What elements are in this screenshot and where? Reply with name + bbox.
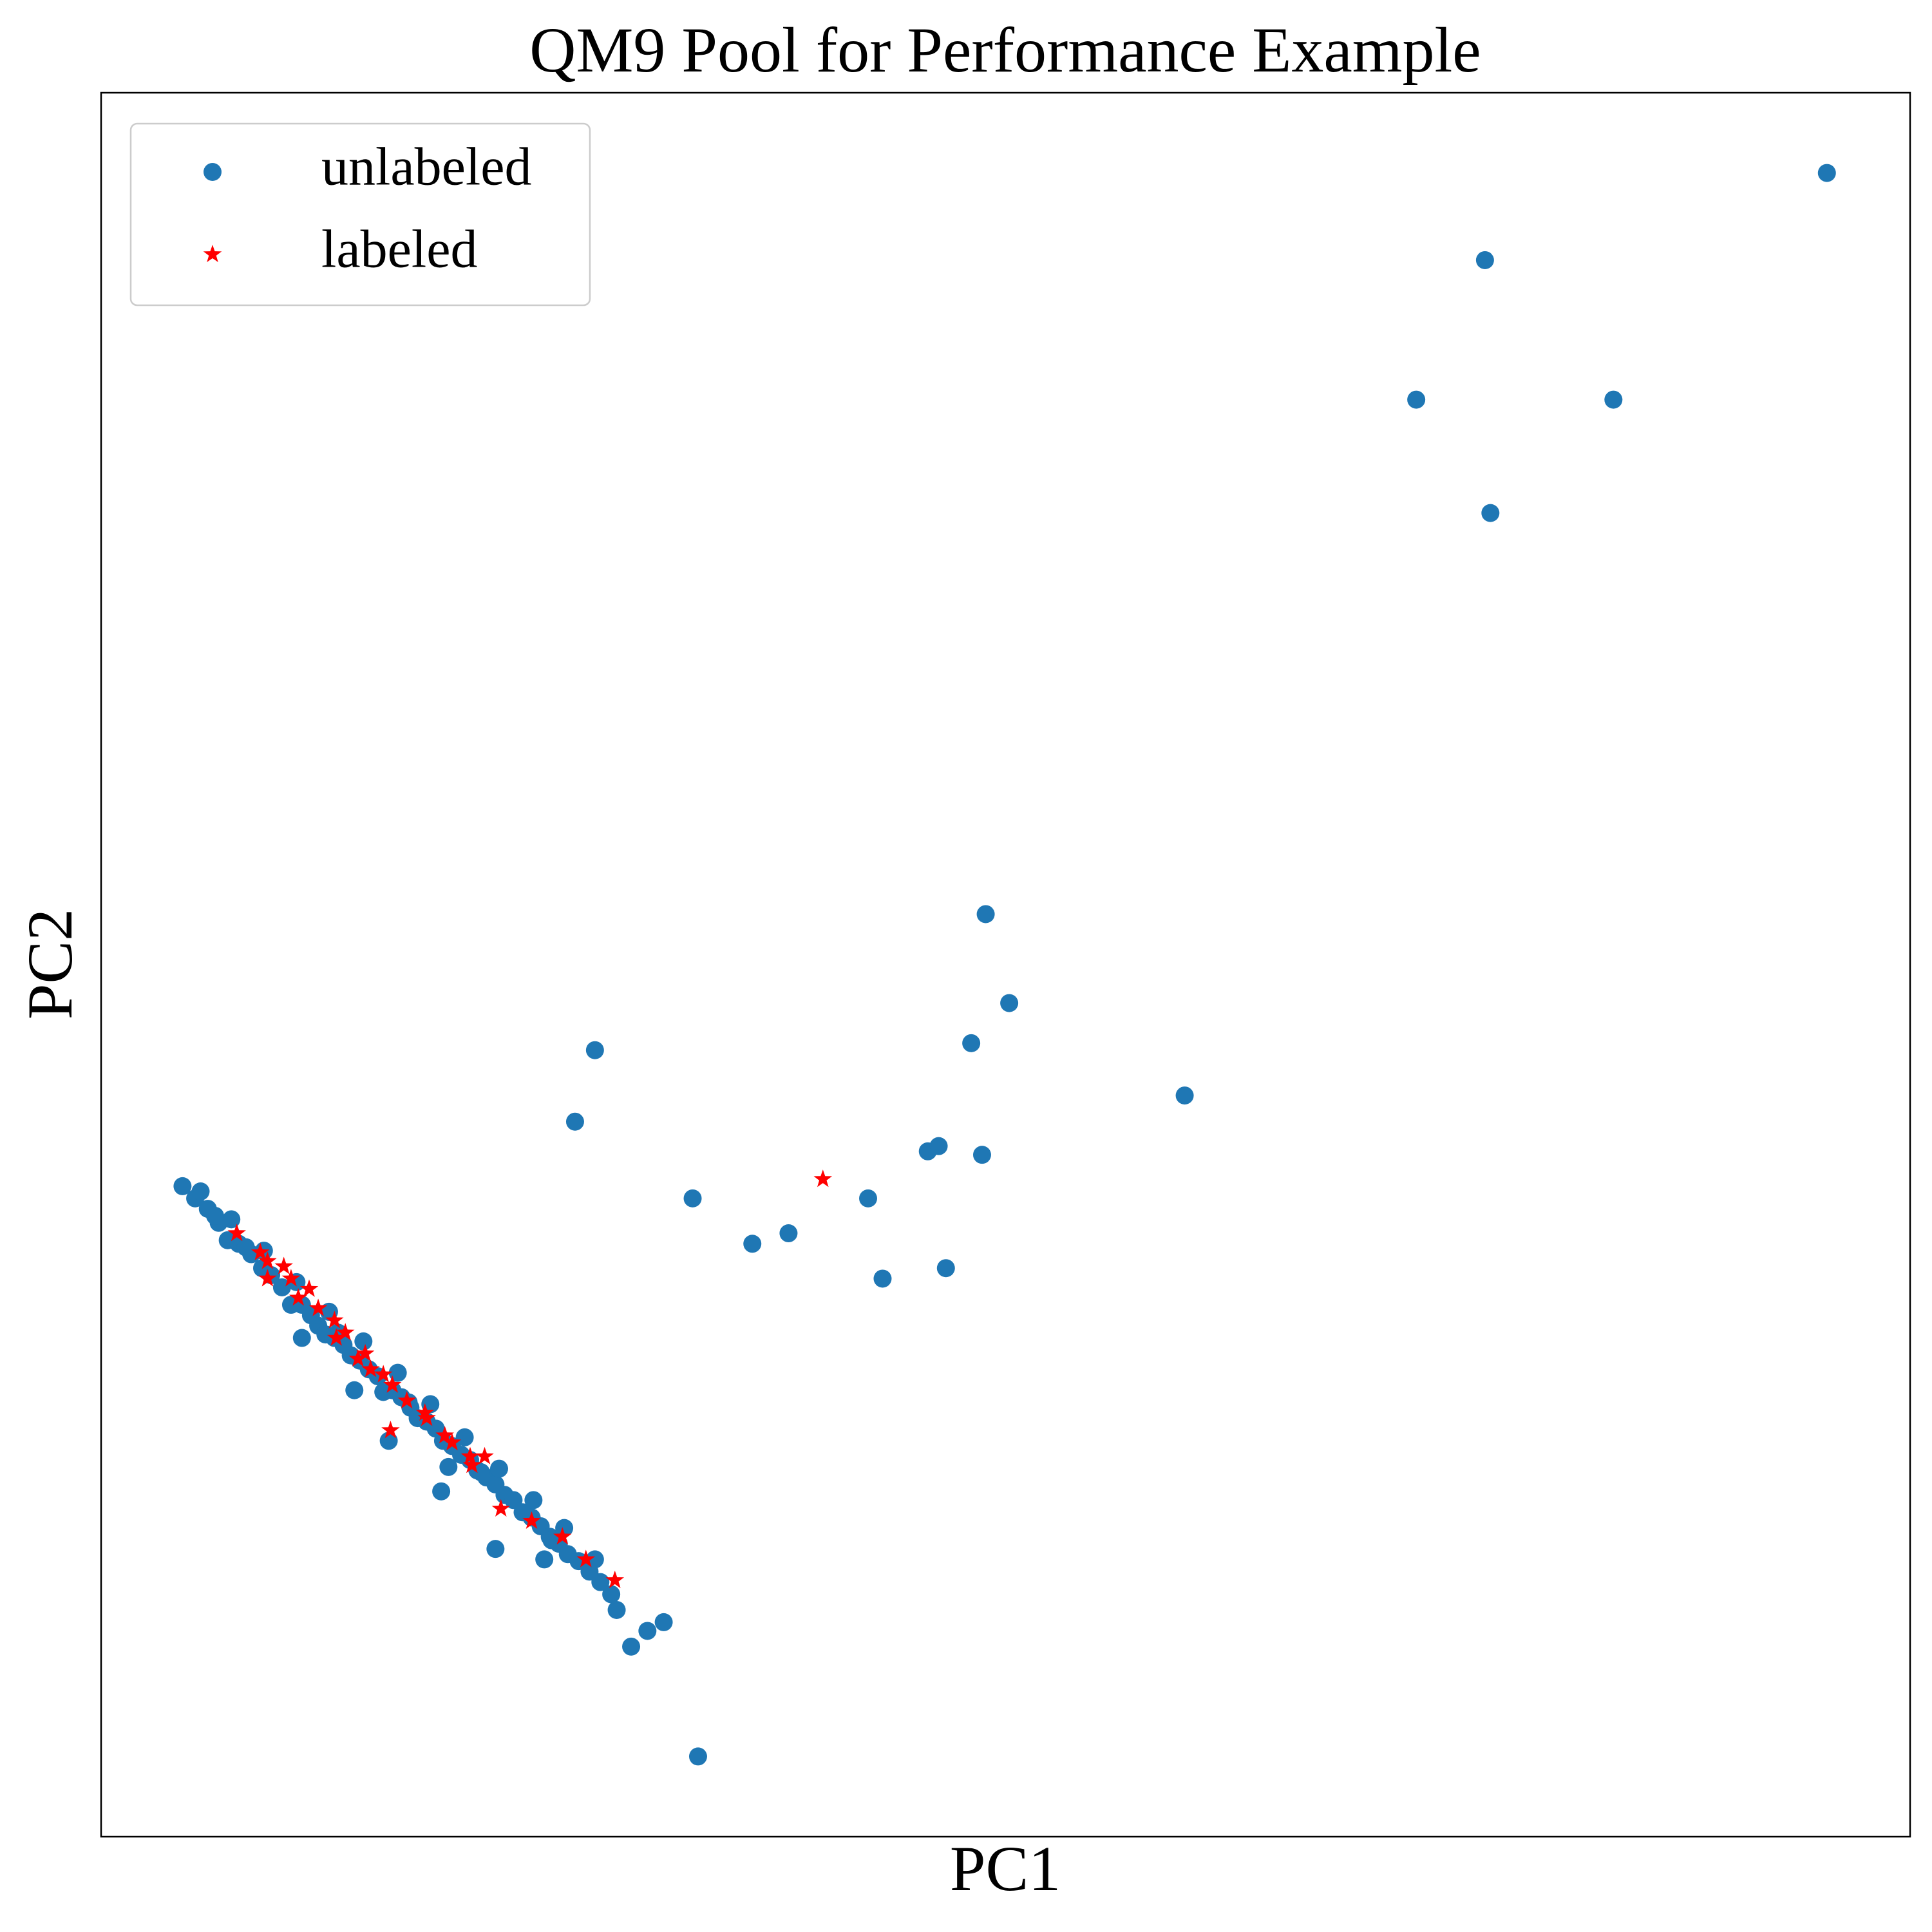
star-marker bbox=[417, 1408, 436, 1426]
point bbox=[591, 1573, 610, 1591]
legend-label: labeled bbox=[321, 219, 478, 279]
point bbox=[972, 1146, 991, 1164]
star-marker bbox=[475, 1446, 494, 1464]
x-axis-label: PC1 bbox=[950, 1833, 1061, 1904]
legend-marker bbox=[204, 163, 222, 181]
point bbox=[173, 1177, 192, 1195]
plot-marks bbox=[173, 164, 1836, 1766]
point bbox=[929, 1137, 948, 1155]
point bbox=[859, 1189, 878, 1208]
plot-frame bbox=[100, 91, 1911, 1838]
star-marker bbox=[281, 1269, 301, 1287]
star-marker bbox=[605, 1570, 624, 1589]
point bbox=[236, 1238, 255, 1256]
point bbox=[779, 1224, 798, 1243]
star-marker bbox=[576, 1549, 596, 1567]
chart-title: QM9 Pool for Performance Example bbox=[529, 14, 1481, 86]
point bbox=[471, 1463, 490, 1482]
legend-label: unlabeled bbox=[321, 137, 532, 196]
point bbox=[1817, 164, 1836, 182]
legend-box bbox=[129, 122, 591, 307]
point bbox=[439, 1457, 458, 1476]
point bbox=[936, 1259, 955, 1278]
star-marker bbox=[415, 1403, 435, 1421]
star-marker bbox=[813, 1170, 833, 1188]
star-marker bbox=[361, 1359, 380, 1378]
point bbox=[638, 1622, 657, 1640]
point bbox=[873, 1269, 892, 1288]
point bbox=[455, 1428, 474, 1446]
point bbox=[379, 1432, 398, 1450]
star-marker bbox=[251, 1242, 270, 1260]
star-marker bbox=[355, 1343, 375, 1361]
star-marker bbox=[299, 1279, 319, 1297]
point bbox=[555, 1519, 574, 1537]
point bbox=[432, 1482, 451, 1501]
star-marker bbox=[522, 1511, 541, 1529]
point bbox=[1000, 994, 1019, 1012]
point bbox=[1407, 390, 1426, 409]
point bbox=[524, 1491, 543, 1510]
star-marker bbox=[227, 1224, 246, 1242]
point bbox=[654, 1613, 673, 1631]
point bbox=[743, 1235, 762, 1253]
point bbox=[191, 1182, 210, 1201]
point bbox=[688, 1747, 707, 1766]
point bbox=[489, 1459, 508, 1478]
point bbox=[354, 1332, 373, 1350]
star-marker bbox=[553, 1527, 572, 1545]
point bbox=[602, 1585, 621, 1604]
point bbox=[1604, 390, 1623, 409]
point bbox=[622, 1637, 641, 1656]
star-marker bbox=[435, 1426, 454, 1444]
point bbox=[535, 1550, 554, 1569]
star-marker bbox=[374, 1365, 393, 1383]
point bbox=[1175, 1086, 1194, 1105]
star-marker bbox=[308, 1298, 328, 1316]
star-marker bbox=[381, 1421, 400, 1439]
star-marker bbox=[442, 1433, 462, 1451]
star-marker bbox=[462, 1455, 482, 1473]
y-axis-label: PC2 bbox=[14, 909, 86, 1019]
star-marker bbox=[327, 1328, 346, 1346]
star-marker bbox=[348, 1349, 368, 1367]
point bbox=[962, 1034, 981, 1052]
point bbox=[222, 1210, 241, 1229]
legend-marker bbox=[203, 245, 222, 263]
star-marker bbox=[383, 1375, 402, 1393]
point bbox=[683, 1189, 702, 1208]
legend: unlabeled labeled bbox=[129, 122, 591, 307]
star-marker bbox=[460, 1446, 480, 1464]
point bbox=[607, 1600, 626, 1619]
point bbox=[388, 1363, 407, 1382]
point bbox=[345, 1381, 364, 1399]
star-marker bbox=[258, 1269, 277, 1287]
star-marker bbox=[325, 1311, 344, 1329]
star-marker bbox=[491, 1499, 511, 1517]
point bbox=[205, 1206, 224, 1225]
point bbox=[585, 1041, 604, 1059]
point bbox=[1481, 504, 1500, 522]
point bbox=[565, 1112, 584, 1131]
star-marker bbox=[336, 1323, 355, 1341]
star-marker bbox=[289, 1288, 308, 1306]
point bbox=[486, 1540, 505, 1558]
point bbox=[1475, 251, 1494, 269]
star-marker bbox=[258, 1251, 277, 1269]
star-marker bbox=[397, 1391, 416, 1409]
point bbox=[976, 905, 995, 923]
point bbox=[292, 1329, 311, 1347]
star-marker bbox=[274, 1256, 293, 1274]
